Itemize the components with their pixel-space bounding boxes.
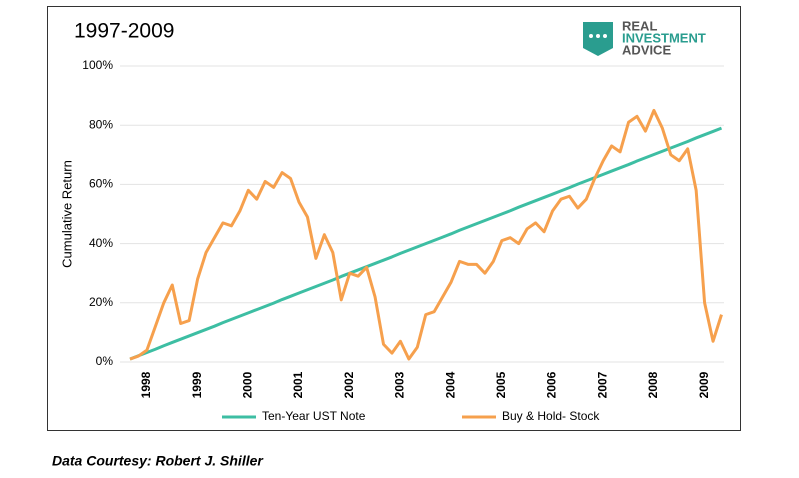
- y-tick-label: 0%: [96, 354, 114, 368]
- logo-icon: [583, 22, 613, 56]
- x-tick-label: 2008: [646, 371, 660, 398]
- legend-label: Ten-Year UST Note: [262, 409, 366, 423]
- y-tick-label: 40%: [89, 236, 113, 250]
- logo-dot: [603, 34, 607, 38]
- x-tick-label: 2007: [595, 371, 609, 398]
- logo-dot: [596, 34, 600, 38]
- y-axis-label: Cumulative Return: [59, 160, 74, 268]
- chart-title: 1997-2009: [74, 20, 174, 43]
- y-tick-label: 100%: [82, 58, 113, 72]
- logo-text: INVESTMENT: [622, 30, 706, 45]
- x-tick-label: 2000: [240, 371, 254, 398]
- x-tick-label: 2005: [494, 371, 508, 398]
- y-tick-label: 80%: [89, 117, 113, 131]
- logo-dot: [589, 34, 593, 38]
- x-tick-label: 2001: [291, 371, 305, 398]
- x-tick-label: 1999: [190, 371, 204, 398]
- data-line: [129, 126, 723, 361]
- logo-text: ADVICE: [622, 42, 671, 57]
- x-tick-label: 2006: [545, 371, 559, 398]
- data-line: [129, 108, 723, 361]
- x-tick-label: 2004: [443, 371, 457, 398]
- logo-text: REAL: [622, 18, 657, 33]
- y-tick-label: 60%: [89, 177, 113, 191]
- x-tick-label: 1998: [139, 371, 153, 398]
- x-tick-label: 2003: [393, 371, 407, 398]
- x-tick-label: 2002: [342, 371, 356, 398]
- legend-label: Buy & Hold- Stock: [502, 409, 600, 423]
- chart-frame: [47, 6, 741, 431]
- y-tick-label: 20%: [89, 295, 113, 309]
- logo: REAL INVESTMENT ADVICE: [583, 18, 706, 57]
- footer: Data Courtesy: Robert J. Shiller: [52, 453, 264, 469]
- x-tick-label: 2009: [697, 371, 711, 398]
